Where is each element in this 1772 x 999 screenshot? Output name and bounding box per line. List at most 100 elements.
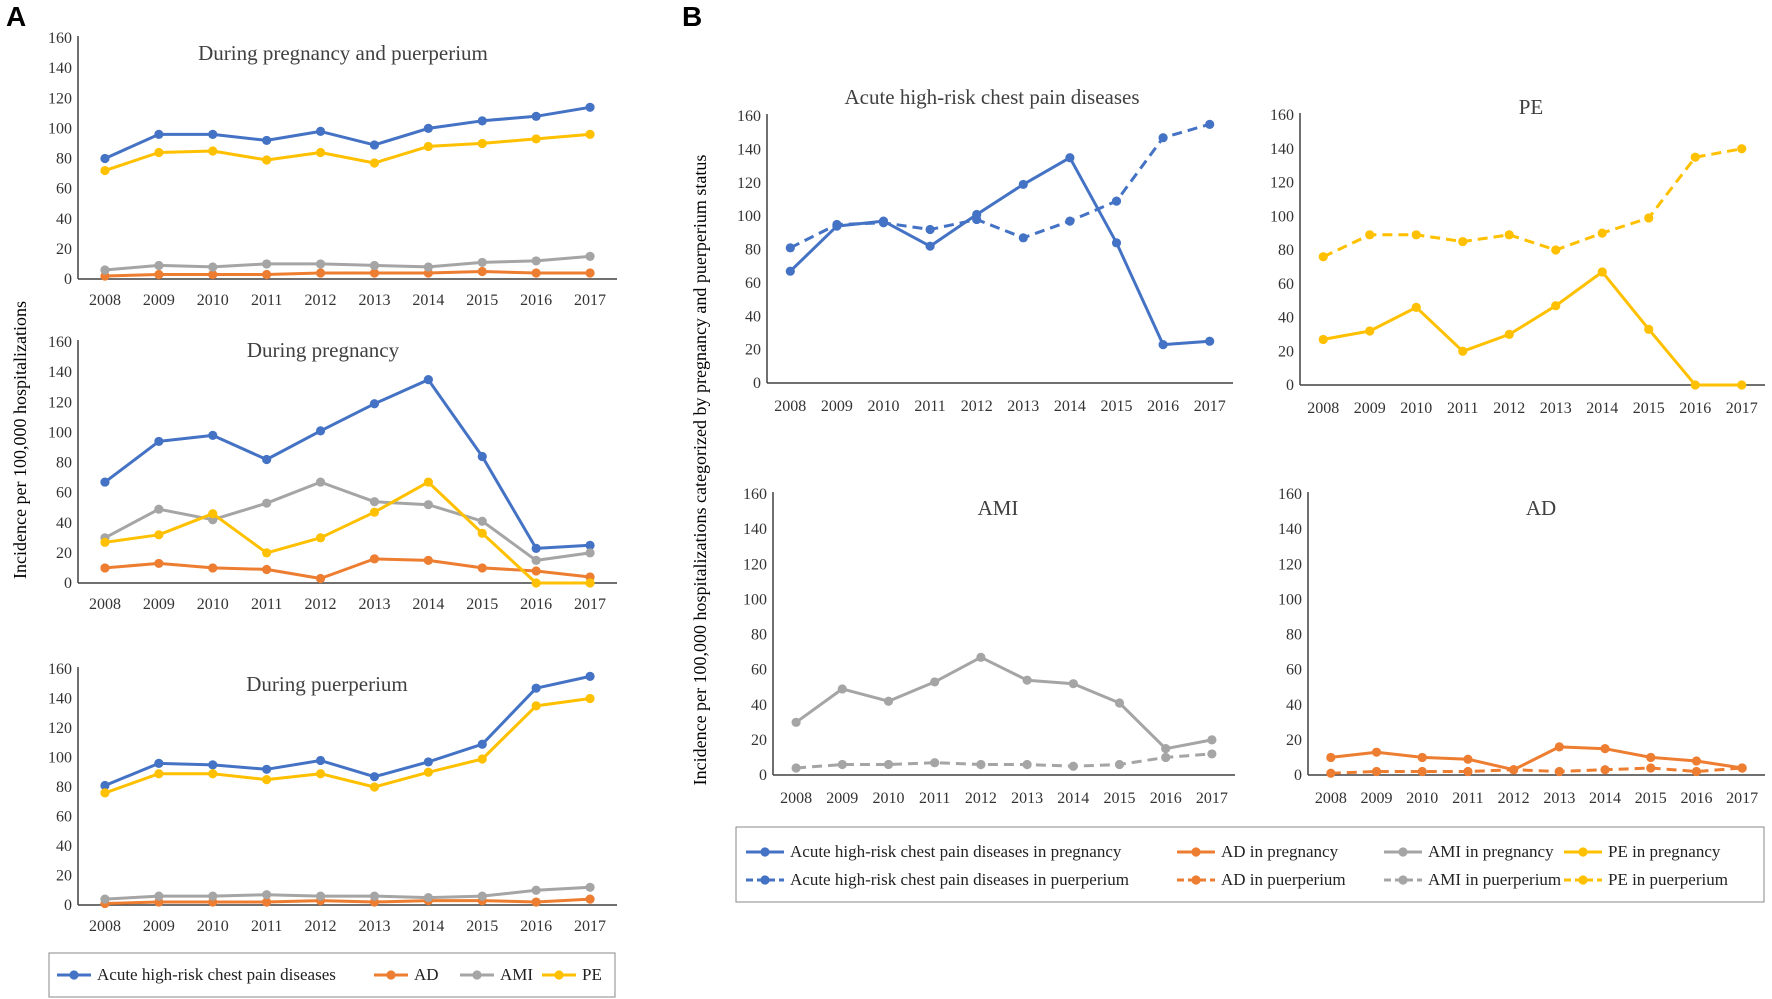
y-tick-label: 40: [745, 308, 761, 325]
y-tick-label: 100: [48, 424, 72, 441]
x-tick-label: 2008: [1315, 790, 1347, 807]
data-point: [477, 266, 487, 277]
data-point: [976, 759, 986, 770]
data-point: [878, 218, 889, 228]
data-point: [1318, 334, 1328, 345]
x-tick-label: 2012: [305, 292, 337, 309]
x-tick-label: 2011: [919, 790, 950, 807]
data-point: [531, 701, 541, 711]
legend-b: Acute high-risk chest pain diseases in p…: [735, 826, 1765, 903]
y-tick-label: 60: [1278, 276, 1294, 293]
x-tick-label: 2013: [1543, 790, 1575, 807]
legend-label: PE in pregnancy: [1608, 842, 1721, 861]
x-tick-label: 2014: [1054, 398, 1086, 415]
data-point: [100, 894, 110, 904]
data-point: [837, 684, 847, 694]
y-tick-label: 100: [48, 120, 72, 137]
x-tick-label: 2010: [1400, 400, 1432, 417]
data-point: [531, 897, 541, 907]
x-tick-label: 2008: [89, 918, 121, 935]
legend-label: AD in pregnancy: [1221, 842, 1339, 861]
y-tick-label: 140: [48, 60, 72, 77]
x-tick-label: 2009: [143, 918, 175, 935]
y-tick-label: 20: [751, 732, 767, 749]
data-point: [791, 717, 801, 727]
x-tick-label: 2015: [466, 596, 498, 613]
y-tick-label: 120: [48, 90, 72, 107]
data-point: [791, 763, 801, 773]
series-line: [789, 122, 1211, 250]
data-point: [315, 573, 326, 584]
data-point: [423, 757, 433, 767]
data-point: [930, 758, 940, 768]
data-point: [477, 563, 487, 573]
legend-label: AD: [414, 965, 439, 984]
x-tick-label: 2012: [965, 790, 997, 807]
data-point: [154, 269, 164, 280]
data-point: [262, 498, 272, 508]
data-point: [423, 893, 433, 903]
data-point: [837, 759, 847, 770]
legend-swatch-marker: [760, 847, 770, 857]
y-tick-label: 40: [56, 515, 72, 532]
x-tick-label: 2014: [1586, 400, 1618, 417]
data-point: [315, 755, 326, 766]
y-tick-label: 0: [64, 897, 72, 914]
chart-title: During puerperium: [246, 672, 408, 696]
y-tick-label: 140: [743, 521, 767, 538]
x-tick-label: 2016: [1680, 790, 1712, 807]
y-tick-label: 160: [48, 661, 72, 678]
data-point: [1597, 267, 1607, 277]
x-tick-label: 2010: [197, 918, 229, 935]
x-tick-label: 2010: [1406, 790, 1438, 807]
data-point: [1111, 196, 1122, 206]
data-point: [1114, 759, 1125, 770]
y-tick-label: 20: [56, 241, 72, 258]
data-point: [1022, 759, 1032, 770]
y-tick-label: 40: [1286, 697, 1302, 714]
chart-2: 0 20 40 60 80 100 120 140 160 2008 2009 2010 2011 201…: [48, 334, 617, 613]
data-point: [262, 897, 272, 907]
series-line: [104, 254, 591, 272]
x-tick-label: 2017: [574, 292, 606, 309]
y-tick-label: 120: [48, 720, 72, 737]
y-tick-label: 140: [737, 141, 761, 158]
data-point: [208, 769, 218, 779]
data-point: [477, 138, 487, 149]
data-point: [369, 554, 380, 564]
legend-swatch-marker: [1191, 847, 1201, 857]
legend-label: AD in puerperium: [1221, 870, 1346, 889]
x-tick-label: 2013: [1007, 398, 1039, 415]
data-point: [531, 566, 541, 576]
data-point: [369, 399, 380, 409]
data-point: [585, 578, 595, 588]
data-point: [1111, 238, 1122, 248]
data-point: [785, 243, 795, 253]
y-tick-label: 160: [1278, 486, 1302, 503]
data-point: [1371, 747, 1382, 757]
data-point: [315, 126, 326, 136]
y-tick-label: 0: [753, 375, 761, 392]
y-tick-label: 40: [56, 211, 72, 228]
x-tick-label: 2013: [358, 596, 390, 613]
legend-label: PE: [582, 965, 602, 984]
x-tick-label: 2014: [1589, 790, 1621, 807]
data-point: [1205, 119, 1215, 129]
series-line: [104, 557, 591, 580]
data-point: [883, 759, 894, 770]
x-tick-label: 2010: [197, 596, 229, 613]
data-point: [477, 451, 487, 462]
data-point: [477, 516, 487, 526]
y-tick-label: 140: [48, 691, 72, 708]
x-tick-label: 2015: [1104, 790, 1136, 807]
y-tick-label: 80: [1278, 242, 1294, 259]
data-point: [1161, 752, 1171, 763]
data-point: [585, 693, 595, 704]
x-tick-label: 2016: [1150, 790, 1182, 807]
series-line: [104, 132, 591, 173]
data-point: [1158, 340, 1168, 350]
data-point: [1158, 133, 1168, 143]
data-point: [208, 509, 218, 519]
y-tick-label: 80: [1286, 627, 1302, 644]
data-point: [531, 543, 541, 553]
